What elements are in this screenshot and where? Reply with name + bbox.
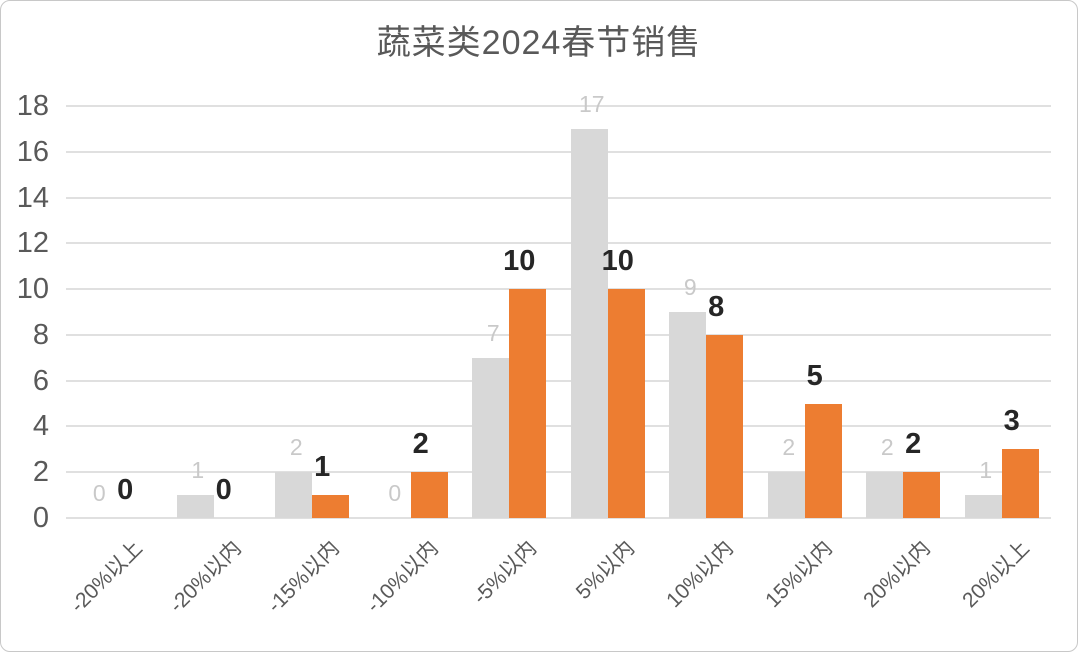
x-category-label: 20%以内 bbox=[859, 536, 936, 613]
gray-series-bar bbox=[767, 472, 805, 518]
gray-series-value-label: 2 bbox=[880, 434, 894, 461]
orange-series-value-label: 0 bbox=[117, 474, 134, 507]
gray-series-bar bbox=[275, 472, 313, 518]
gray-series-value-label: 1 bbox=[979, 457, 993, 484]
orange-series-bar bbox=[509, 289, 547, 518]
orange-series-bar bbox=[706, 335, 744, 518]
gray-series-value-label: 0 bbox=[92, 480, 106, 507]
gray-series-value-label: 0 bbox=[388, 480, 402, 507]
y-gridline bbox=[66, 517, 1051, 519]
orange-series-bar bbox=[804, 404, 842, 518]
orange-series-value-label: 10 bbox=[601, 245, 634, 278]
orange-series-value-label: 0 bbox=[215, 474, 232, 507]
y-gridline bbox=[66, 242, 1051, 245]
y-gridline bbox=[66, 150, 1051, 153]
gray-series-value-label: 1 bbox=[191, 457, 205, 484]
orange-series-value-label: 8 bbox=[708, 291, 725, 324]
orange-series-value-label: 3 bbox=[1003, 405, 1020, 438]
y-tick-label: 8 bbox=[32, 318, 49, 351]
gray-series-bar bbox=[866, 472, 904, 518]
orange-series-bar bbox=[903, 472, 941, 518]
x-category-label: 15%以内 bbox=[760, 536, 837, 613]
gray-series-bar bbox=[570, 129, 608, 518]
y-gridline bbox=[66, 105, 1051, 107]
y-tick-label: 10 bbox=[16, 273, 49, 306]
y-tick-label: 14 bbox=[16, 181, 49, 214]
y-tick-label: 4 bbox=[32, 410, 49, 443]
y-tick-label: 0 bbox=[32, 502, 49, 534]
orange-series-value-label: 1 bbox=[314, 451, 331, 484]
y-tick-label: 16 bbox=[16, 135, 49, 168]
chart-title: 蔬菜类2024春节销售 bbox=[376, 24, 702, 62]
orange-series-value-label: 2 bbox=[412, 428, 429, 461]
gray-series-value-label: 17 bbox=[578, 91, 605, 118]
y-gridline bbox=[66, 196, 1051, 199]
x-category-label: 5%以内 bbox=[572, 536, 640, 604]
y-tick-label: 18 bbox=[16, 90, 49, 122]
gray-series-bar bbox=[176, 495, 214, 518]
gray-series-value-label: 2 bbox=[289, 434, 303, 461]
orange-series-bar bbox=[607, 289, 645, 518]
y-gridline bbox=[66, 425, 1051, 428]
gray-series-bar bbox=[964, 495, 1002, 518]
plot-area: 0 0 1 0 2 1 0 2 7 10 17 10 9 8 2 5 2 2 1 3 bbox=[66, 91, 1051, 519]
y-gridline bbox=[66, 471, 1051, 474]
gray-series-bar bbox=[472, 358, 510, 518]
y-gridline bbox=[66, 379, 1051, 382]
gray-series-bar bbox=[669, 312, 707, 518]
y-tick-label: 6 bbox=[32, 364, 49, 397]
gray-series-value-label: 9 bbox=[683, 274, 697, 301]
gray-series-value-label: 2 bbox=[782, 434, 796, 461]
y-gridline bbox=[66, 333, 1051, 336]
orange-series-bar bbox=[1001, 449, 1039, 518]
y-tick-label: 12 bbox=[16, 227, 49, 260]
orange-series-bar bbox=[410, 472, 448, 518]
orange-series-bar bbox=[312, 495, 350, 518]
x-category-label: -20%以内 bbox=[164, 536, 246, 618]
gray-series-value-label: 7 bbox=[486, 320, 500, 347]
orange-series-value-label: 10 bbox=[503, 245, 536, 278]
orange-series-value-label: 2 bbox=[905, 428, 922, 461]
x-category-label: -10%以内 bbox=[361, 536, 443, 618]
x-category-label: -20%以上 bbox=[66, 536, 148, 618]
y-gridline bbox=[66, 288, 1051, 291]
orange-series-value-label: 5 bbox=[806, 360, 823, 393]
x-category-label: 20%以上 bbox=[957, 536, 1034, 613]
x-category-label: 10%以内 bbox=[662, 536, 739, 613]
x-category-label: -5%以内 bbox=[468, 536, 542, 609]
x-category-label: -15%以内 bbox=[263, 536, 345, 618]
y-tick-label: 2 bbox=[32, 456, 49, 489]
